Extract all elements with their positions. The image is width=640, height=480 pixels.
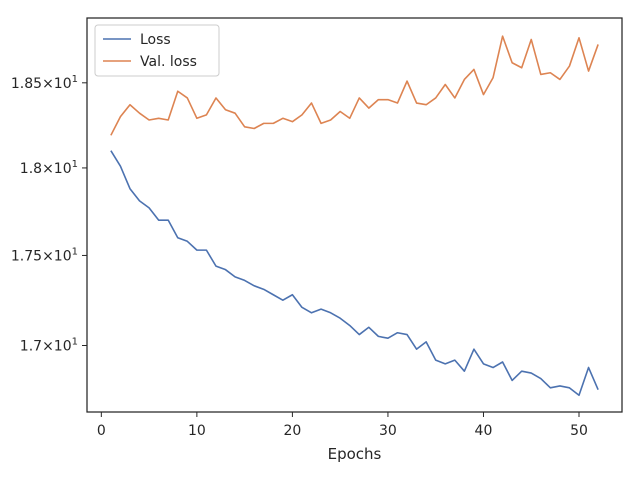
plot-layer xyxy=(110,35,599,397)
y-tick-label: 1.8×101 xyxy=(20,159,78,177)
y-tick-label: 1.7×101 xyxy=(20,337,78,355)
legend-label: Loss xyxy=(140,32,171,48)
legend-label: Val. loss xyxy=(140,54,197,70)
x-tick-label: 0 xyxy=(97,423,106,439)
x-tick-label: 40 xyxy=(475,423,493,439)
x-axis-title: Epochs xyxy=(328,445,382,463)
y-tick-label: 1.75×101 xyxy=(11,246,78,264)
x-tick-label: 10 xyxy=(188,423,206,439)
y-axis: 1.7×101 1.75×101 1.8×101 1.85×101 xyxy=(11,74,87,355)
y-tick-label: 1.85×101 xyxy=(11,74,78,92)
series-line-val-loss xyxy=(110,35,599,136)
legend: Loss Val. loss xyxy=(94,24,220,77)
legend-box xyxy=(94,24,220,77)
plot-frame xyxy=(86,17,623,413)
x-axis: 0 10 20 30 40 50 xyxy=(97,412,588,439)
x-tick-label: 20 xyxy=(283,423,301,439)
series-line-loss xyxy=(110,150,599,397)
x-tick-label: 50 xyxy=(570,423,588,439)
x-tick-label: 30 xyxy=(379,423,397,439)
